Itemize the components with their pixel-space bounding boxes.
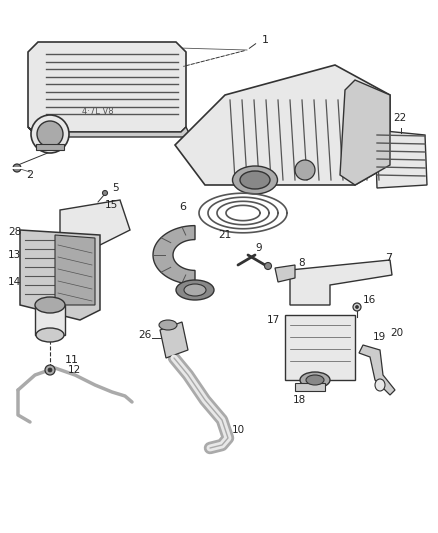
Ellipse shape <box>159 320 177 330</box>
Text: 14: 14 <box>8 277 21 287</box>
Polygon shape <box>160 322 188 358</box>
Text: 18: 18 <box>293 395 306 405</box>
Ellipse shape <box>102 190 107 196</box>
Text: 22: 22 <box>393 113 406 123</box>
Ellipse shape <box>306 375 324 385</box>
Text: 8: 8 <box>298 258 304 268</box>
Polygon shape <box>28 127 191 137</box>
Text: 19: 19 <box>373 332 386 342</box>
Text: 16: 16 <box>363 295 376 305</box>
Ellipse shape <box>184 284 206 296</box>
Text: 26: 26 <box>138 330 151 340</box>
Polygon shape <box>295 383 325 391</box>
Text: 5: 5 <box>112 183 119 193</box>
Text: 20: 20 <box>390 328 403 338</box>
Text: 15: 15 <box>105 200 118 210</box>
Text: 7: 7 <box>385 253 392 263</box>
Text: 13: 13 <box>8 250 21 260</box>
Ellipse shape <box>37 121 63 147</box>
Polygon shape <box>20 230 100 320</box>
Ellipse shape <box>176 280 214 300</box>
Text: 17: 17 <box>267 315 280 325</box>
Polygon shape <box>153 225 195 285</box>
Ellipse shape <box>35 297 65 313</box>
Text: 2: 2 <box>26 170 34 180</box>
Text: 12: 12 <box>68 365 81 375</box>
Ellipse shape <box>48 368 52 372</box>
Ellipse shape <box>300 372 330 388</box>
Text: 6: 6 <box>180 202 187 212</box>
Ellipse shape <box>353 303 361 311</box>
Ellipse shape <box>375 379 385 391</box>
Text: 10: 10 <box>232 425 245 435</box>
Text: 4·7L V8: 4·7L V8 <box>82 108 114 117</box>
Polygon shape <box>35 305 65 335</box>
Polygon shape <box>290 260 392 305</box>
Ellipse shape <box>233 166 278 194</box>
Ellipse shape <box>45 365 55 375</box>
Polygon shape <box>175 65 390 185</box>
Polygon shape <box>36 144 64 150</box>
Polygon shape <box>359 345 395 395</box>
Text: 9: 9 <box>255 243 261 253</box>
Text: 28: 28 <box>8 227 21 237</box>
Ellipse shape <box>240 171 270 189</box>
Polygon shape <box>55 235 95 305</box>
Ellipse shape <box>31 115 69 153</box>
Polygon shape <box>285 315 355 380</box>
Text: 21: 21 <box>218 230 231 240</box>
Ellipse shape <box>356 305 358 309</box>
Text: 1: 1 <box>262 35 269 45</box>
Ellipse shape <box>295 160 315 180</box>
Ellipse shape <box>265 262 272 270</box>
Polygon shape <box>60 200 130 245</box>
Ellipse shape <box>36 328 64 342</box>
Polygon shape <box>28 42 186 132</box>
Polygon shape <box>340 80 390 185</box>
Ellipse shape <box>13 164 21 172</box>
Polygon shape <box>275 265 295 282</box>
Polygon shape <box>375 130 427 188</box>
Text: 11: 11 <box>65 355 79 365</box>
